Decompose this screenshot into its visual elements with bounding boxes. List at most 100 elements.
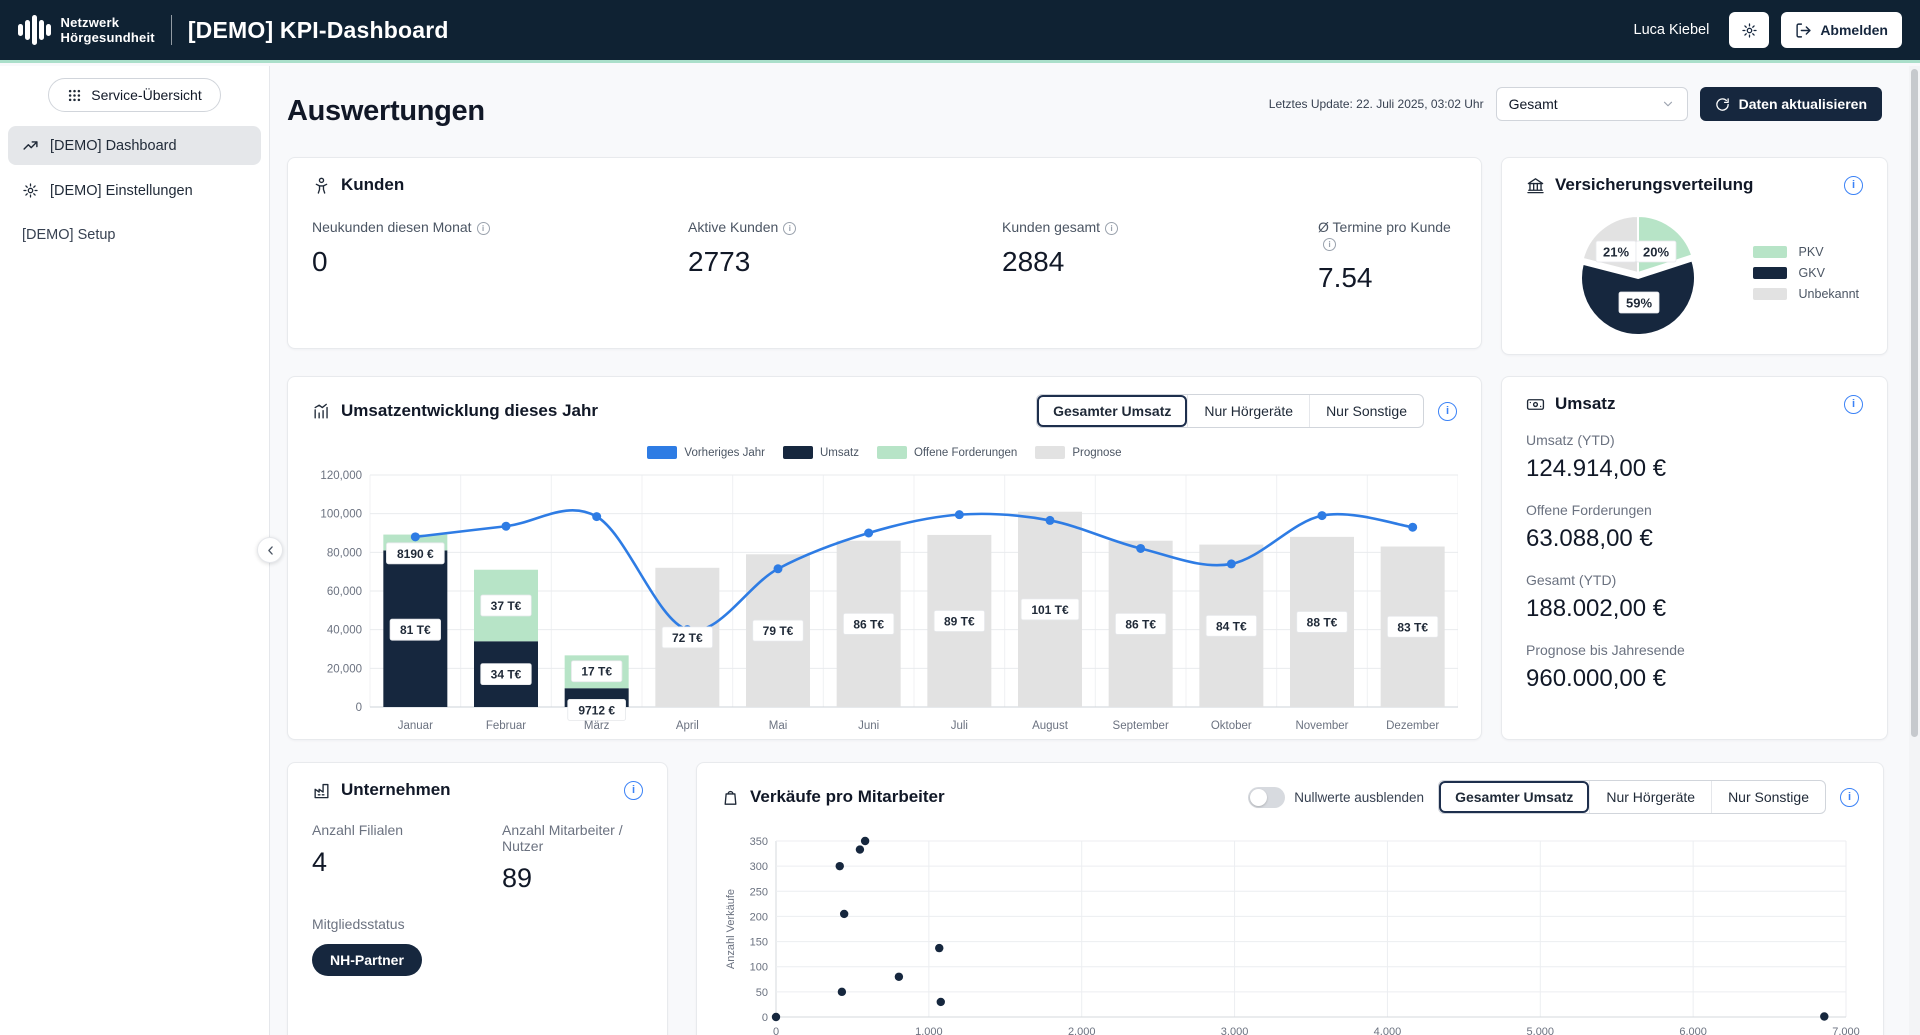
legend-swatch	[1035, 446, 1065, 459]
chart-up-icon	[312, 402, 331, 421]
company-stat-value: 89	[502, 863, 643, 894]
scatter-point	[1820, 1012, 1828, 1020]
svg-text:7,000: 7,000	[1832, 1026, 1860, 1035]
svg-text:40,000: 40,000	[327, 625, 362, 637]
chart-legend-item: Vorheriges Jahr	[647, 446, 765, 459]
info-icon[interactable]: i	[1105, 222, 1118, 235]
versicherung-card-title: Versicherungsverteilung	[1555, 175, 1753, 195]
info-icon[interactable]: i	[1323, 238, 1336, 251]
svg-text:November: November	[1295, 720, 1348, 732]
svg-text:37 T€: 37 T€	[491, 599, 522, 613]
sidebar-item-label: [DEMO] Setup	[22, 227, 115, 243]
legend-label: GKV	[1799, 266, 1825, 280]
bar-value-label: 81 T€	[390, 619, 441, 640]
svg-text:9712 €: 9712 €	[578, 703, 615, 717]
bar-value-label: 72 T€	[662, 627, 713, 648]
svg-text:20,000: 20,000	[327, 663, 362, 675]
scrollbar-thumb[interactable]	[1911, 69, 1918, 737]
sidebar-item--demo-dashboard[interactable]: [DEMO] Dashboard	[8, 126, 261, 165]
service-overview-label: Service-Übersicht	[91, 87, 201, 103]
bank-icon	[1526, 176, 1545, 195]
svg-text:100,000: 100,000	[320, 509, 362, 521]
pie-legend-item: GKV	[1753, 266, 1859, 280]
kpi-label: Neukunden diesen Monati	[312, 219, 688, 235]
svg-text:59%: 59%	[1626, 296, 1652, 311]
info-icon[interactable]: i	[1844, 395, 1863, 414]
stat-label: Prognose bis Jahresende	[1526, 642, 1863, 658]
chevron-left-icon	[264, 544, 277, 557]
info-icon[interactable]: i	[1438, 402, 1457, 421]
pie-percent-label: 20%	[1636, 241, 1676, 262]
kpi-value: 0	[312, 246, 688, 278]
page-title: Auswertungen	[287, 95, 485, 128]
bar-value-label: 79 T€	[753, 620, 804, 641]
soundwave-logo-icon	[18, 13, 51, 47]
kpi-item: Aktive Kundeni2773	[688, 219, 1002, 294]
bar-value-label: 89 T€	[934, 610, 985, 631]
chart-legend-item: Offene Forderungen	[877, 446, 1017, 459]
company-stat-value: 4	[312, 847, 502, 878]
page-scrollbar[interactable]	[1909, 66, 1920, 1035]
brand-logo: NetzwerkHörgesundheit	[18, 13, 155, 47]
company-stat-label: Anzahl Mitarbeiter / Nutzer	[502, 822, 643, 854]
svg-text:März: März	[584, 720, 610, 732]
sidebar-item--demo-setup[interactable]: [DEMO] Setup	[8, 216, 261, 254]
info-icon[interactable]: i	[1844, 176, 1863, 195]
filter-select[interactable]: Gesamt	[1496, 87, 1688, 121]
bar-value-label: 86 T€	[843, 613, 894, 634]
svg-text:17 T€: 17 T€	[581, 665, 612, 679]
kpi-label: Ø Termine pro Kundei	[1318, 219, 1457, 251]
view-button-nur-hörgeräte[interactable]: Nur Hörgeräte	[1187, 395, 1309, 427]
svg-text:0: 0	[773, 1026, 779, 1035]
info-icon[interactable]: i	[477, 222, 490, 235]
refresh-label: Daten aktualisieren	[1739, 96, 1867, 112]
logout-button[interactable]: Abmelden	[1781, 12, 1902, 48]
sidebar-item--demo-einstellungen[interactable]: [DEMO] Einstellungen	[8, 171, 261, 210]
scatter-point	[895, 973, 903, 981]
service-overview-button[interactable]: Service-Übersicht	[48, 78, 220, 112]
view-button-gesamter-umsatz[interactable]: Gesamter Umsatz	[1037, 395, 1187, 427]
info-icon[interactable]: i	[624, 781, 643, 800]
scatter-point	[772, 1013, 780, 1021]
kunden-card-title: Kunden	[341, 175, 404, 195]
sidebar-item-label: [DEMO] Einstellungen	[50, 183, 193, 199]
company-stat-grid: Anzahl Filialen4Anzahl Mitarbeiter / Nut…	[288, 808, 667, 894]
settings-button[interactable]	[1729, 12, 1769, 48]
view-button-nur-hörgeräte[interactable]: Nur Hörgeräte	[1589, 781, 1711, 813]
kunden-card: Kunden Neukunden diesen Monati0Aktive Ku…	[287, 157, 1482, 349]
svg-text:80,000: 80,000	[327, 547, 362, 559]
svg-text:Mai: Mai	[769, 720, 788, 732]
info-icon[interactable]: i	[1840, 788, 1859, 807]
svg-text:101 T€: 101 T€	[1031, 603, 1069, 617]
sidebar-collapse-button[interactable]	[257, 537, 283, 563]
main-content: Auswertungen Letztes Update: 22. Juli 20…	[270, 66, 1920, 1035]
bar-value-label: 84 T€	[1206, 615, 1257, 636]
view-button-gesamter-umsatz[interactable]: Gesamter Umsatz	[1439, 781, 1589, 813]
legend-label: PKV	[1799, 245, 1824, 259]
svg-text:Januar: Januar	[398, 720, 433, 732]
last-update-text: Letztes Update: 22. Juli 2025, 03:02 Uhr	[1269, 97, 1484, 111]
view-button-nur-sonstige[interactable]: Nur Sonstige	[1711, 781, 1825, 813]
svg-text:250: 250	[750, 886, 768, 898]
member-status-badge: NH-Partner	[312, 944, 422, 976]
hide-zero-values-toggle[interactable]	[1248, 787, 1285, 808]
revenue-view-switch: Gesamter UmsatzNur HörgeräteNur Sonstige	[1036, 394, 1424, 428]
gear-icon	[1741, 22, 1758, 39]
user-name: Luca Kiebel	[1634, 22, 1710, 38]
svg-text:60,000: 60,000	[327, 586, 362, 598]
svg-text:3,000: 3,000	[1221, 1026, 1249, 1035]
revenue-chart-card: Umsatzentwicklung dieses Jahr Gesamter U…	[287, 376, 1482, 740]
view-button-nur-sonstige[interactable]: Nur Sonstige	[1309, 395, 1423, 427]
svg-text:120,000: 120,000	[320, 470, 362, 482]
pie-percent-label: 59%	[1619, 292, 1659, 313]
kpi-item: Ø Termine pro Kundei7.54	[1318, 219, 1457, 294]
kpi-value: 2773	[688, 246, 1002, 278]
line-point	[1408, 523, 1417, 532]
bar-value-label: 9712 €	[568, 699, 626, 720]
info-icon[interactable]: i	[783, 222, 796, 235]
filter-select-value: Gesamt	[1509, 96, 1558, 112]
svg-text:150: 150	[750, 937, 768, 949]
refresh-data-button[interactable]: Daten aktualisieren	[1700, 87, 1882, 121]
verkaeufe-card: Verkäufe pro Mitarbeiter Nullwerte ausbl…	[696, 762, 1884, 1035]
svg-text:September: September	[1113, 720, 1169, 732]
